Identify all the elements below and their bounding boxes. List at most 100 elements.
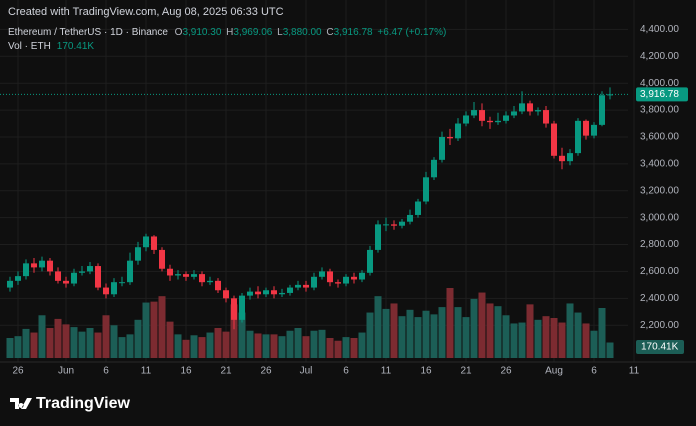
x-tick-label: 16 [180,366,192,377]
x-tick-label: 21 [460,366,472,377]
volume-bar [78,331,86,358]
candle-body [335,282,341,284]
volume-bar [206,332,214,358]
volume-bar [174,334,182,358]
x-tick-label: 16 [420,366,432,377]
y-tick-label: 3,000.00 [640,212,679,223]
candle-body [367,249,373,273]
candle-body [359,272,365,280]
volume-bar [510,323,518,358]
volume-bar [550,318,558,358]
axes: 4,400.00 4,200.00 4,000.00 3,800.00 3,600.00… [12,24,688,377]
volume-label: 170.41K [641,342,679,353]
volume-bar [398,316,406,358]
volume-bar [598,308,606,358]
volume-bar [502,315,510,358]
candle-body [239,295,245,320]
candle-body [495,120,501,123]
volume-bar [86,328,94,358]
x-tick-label: 11 [629,366,640,377]
candle-body [111,282,117,295]
volume-bar [374,296,382,358]
y-tick-label: 4,200.00 [640,51,679,62]
volume-bar [62,324,70,358]
candle-body [135,247,141,261]
candle-body [407,214,413,222]
x-tick-label: Aug [545,366,563,377]
x-tick-label: 11 [381,366,392,377]
volume-bar [462,317,470,358]
candle-body [159,249,165,269]
y-tick-label: 3,200.00 [640,185,679,196]
x-tick-label: 21 [220,366,232,377]
candle-body [71,272,77,284]
volume-bar [534,319,542,358]
volume-bar [414,317,422,358]
volume-bar [238,312,246,358]
volume-bar [198,337,206,358]
h-key: H [226,27,233,38]
candle-body [455,123,461,139]
candle-body [207,280,213,283]
volume-label-box [636,340,684,354]
candle-body [543,110,549,124]
volume-bar [334,340,342,358]
vol-value: 170.41K [57,41,95,52]
candle-body [559,155,565,162]
candle-body [551,123,557,156]
volume-bar [14,336,22,358]
volume-bar [310,330,318,358]
volume-bar [606,342,614,358]
volume-bar [182,339,190,358]
y-tick-label: 2,800.00 [640,239,679,250]
volume-bar [110,325,118,358]
h-value: 3,969.06 [233,27,272,38]
volume-bar [470,298,478,358]
volume-bar [190,335,198,358]
candle-body [487,120,493,123]
volume-bar [526,304,534,358]
y-tick-label: 2,400.00 [640,293,679,304]
volume-bar [270,334,278,358]
candle-body [527,103,533,112]
candle-body [183,274,189,277]
candle-body [471,110,477,116]
x-tick-label: Jun [58,366,74,377]
volume-bar [214,328,222,358]
candle-body [143,236,149,248]
volume-bar [518,322,526,358]
candle-body [31,263,37,268]
candle-body [119,282,125,284]
volume-bar [358,332,366,358]
candle-body [231,298,237,320]
y-tick-label: 4,000.00 [640,78,679,89]
candle-body [415,201,421,215]
candle-body [287,287,293,293]
volume-bar [230,304,238,358]
candle-body [215,280,221,291]
y-tick-label: 2,200.00 [640,320,679,331]
x-tick-label: 6 [343,366,349,377]
candle-body [263,290,269,295]
volume-bar [246,330,254,358]
candle-body [127,260,133,283]
volume-bar [558,322,566,358]
logo-icon [10,398,32,409]
volume-bar [30,332,38,358]
candle-body [327,271,333,283]
x-tick-label: 6 [591,366,597,377]
x-tick-label: 26 [260,366,272,377]
candle-body [519,103,525,112]
candle-body [391,224,397,226]
candle-body [87,266,93,272]
volume-bar [22,328,30,358]
candle-body [23,263,29,277]
candle-body [319,271,325,277]
candle-body [175,274,181,276]
x-tick-label: 26 [12,366,24,377]
volume-bar [294,328,302,358]
volume-bar [590,330,598,358]
candle-body [15,276,21,281]
legend: Ethereum / TetherUS · 1D · Binance O3,91… [8,27,446,38]
change: +6.47 (+0.17%) [377,27,446,38]
